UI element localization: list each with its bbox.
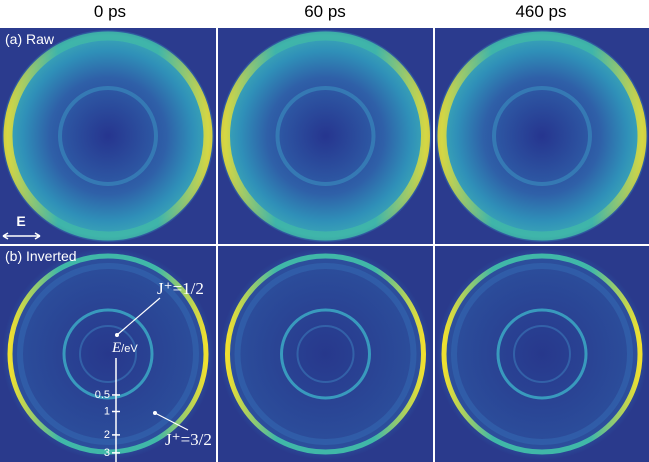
polarization-label: E	[16, 213, 25, 229]
figure: 0 ps 60 ps 460 ps (a) Raw (b) Inverted E…	[0, 0, 649, 462]
raw-image	[2, 30, 214, 242]
pointer-dot	[153, 411, 157, 415]
row-label: (b) Inverted	[5, 248, 77, 264]
raw-image	[436, 30, 648, 242]
pointer-dot	[115, 333, 119, 337]
annotation: J⁺=3/2	[165, 430, 212, 449]
column-header: 460 ps	[515, 2, 566, 21]
row-label: (a) Raw	[5, 31, 55, 47]
energy-tick-label: 3	[104, 447, 110, 459]
energy-tick-label: 1	[104, 405, 110, 417]
energy-tick-label: 2	[104, 429, 110, 441]
annotation: J⁺=1/2	[157, 279, 204, 298]
inverted-image	[436, 248, 648, 460]
raw-image	[220, 30, 432, 242]
energy-tick-label: 0.5	[95, 389, 110, 401]
column-header: 60 ps	[304, 2, 346, 21]
energy-axis-label: E/eV	[111, 340, 138, 356]
column-headers: 0 ps 60 ps 460 ps	[94, 2, 567, 21]
column-header: 0 ps	[94, 2, 126, 21]
inverted-image	[220, 248, 432, 460]
